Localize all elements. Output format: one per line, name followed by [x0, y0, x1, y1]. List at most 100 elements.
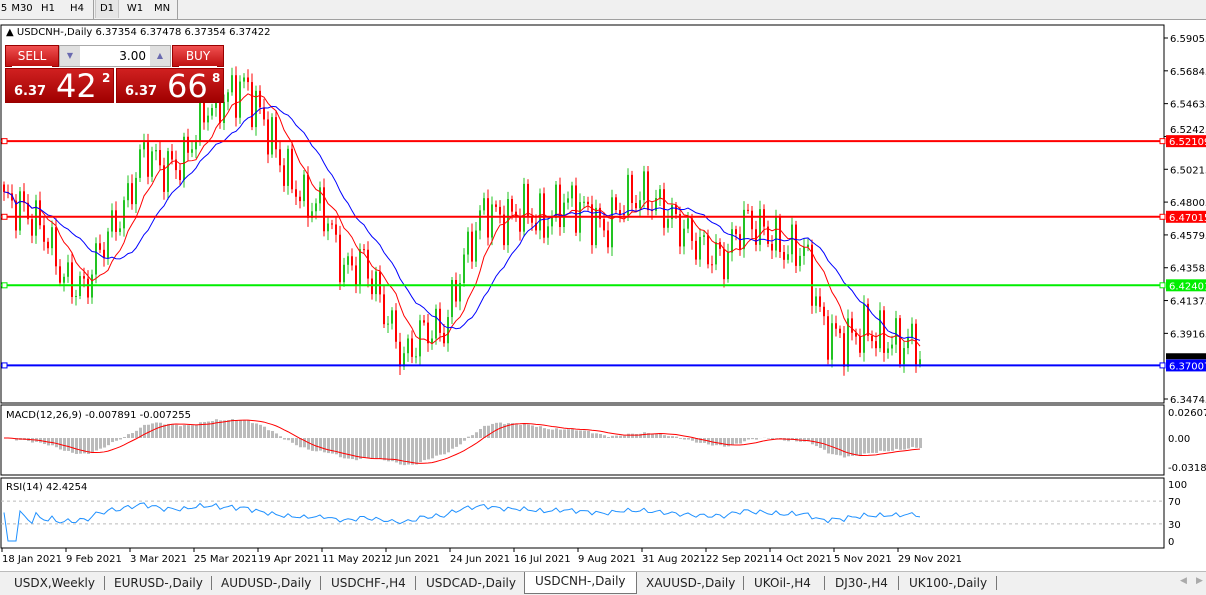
macd-bar: [627, 434, 630, 438]
macd-bar: [231, 419, 234, 438]
candle-body: [615, 197, 617, 210]
tf-h4[interactable]: H4: [65, 0, 89, 18]
line-handle: [2, 283, 7, 288]
x-tick-label: 9 Aug 2021: [578, 554, 636, 565]
candle-body: [455, 280, 457, 301]
macd-bar: [635, 434, 638, 438]
buy-button[interactable]: BUY: [172, 45, 224, 67]
rsi-tick-label: 30: [1168, 520, 1181, 531]
macd-bar: [435, 438, 438, 456]
macd-bar: [159, 423, 162, 438]
macd-bar: [539, 426, 542, 438]
tab-usdx-weekly[interactable]: USDX,Weekly: [14, 574, 95, 592]
macd-bar: [459, 438, 462, 444]
candle-body: [675, 205, 677, 214]
candle-body: [687, 218, 689, 228]
lot-value: 3.00: [119, 49, 146, 63]
candle-body: [627, 175, 629, 215]
line-handle: [1160, 283, 1165, 288]
candle-body: [383, 294, 385, 324]
tf-m5[interactable]: 5: [0, 0, 8, 18]
tf-d1[interactable]: D1: [95, 0, 119, 18]
macd-bar: [667, 436, 670, 438]
candle-body: [471, 232, 473, 262]
macd-bar: [623, 436, 626, 438]
candle-body: [491, 204, 493, 237]
macd-bar: [167, 424, 170, 438]
macd-bar: [879, 438, 882, 451]
macd-bar: [219, 420, 222, 438]
candle-body: [247, 77, 249, 82]
scroll-right-icon[interactable]: ▶: [1196, 576, 1203, 586]
macd-bar: [887, 438, 890, 451]
macd-bar: [263, 427, 266, 438]
x-tick-label: 18 Jan 2021: [2, 554, 62, 565]
sell-price-big: 6.37: [14, 84, 46, 99]
tab-uk100-daily[interactable]: UK100-,Daily: [909, 574, 987, 592]
macd-bar: [907, 438, 910, 449]
candle-body: [343, 265, 345, 282]
macd-bar: [79, 438, 82, 454]
tf-w1[interactable]: W1: [124, 0, 146, 18]
lot-size-input[interactable]: ▼ 3.00 ▲: [59, 45, 171, 67]
macd-bar: [471, 435, 474, 438]
candle-body: [835, 323, 837, 329]
tf-m30[interactable]: M30: [10, 0, 34, 18]
macd-bar: [431, 438, 434, 458]
candle-body: [607, 230, 609, 247]
macd-bar: [287, 438, 290, 440]
candle-body: [267, 119, 269, 154]
candle-body: [771, 244, 773, 251]
tab-ukoil-h4[interactable]: UKOil-,H4: [754, 574, 811, 592]
macd-bar: [631, 434, 634, 438]
sell-label: SELL: [12, 46, 52, 67]
candle-body: [891, 345, 893, 349]
sell-price-fraction: 2: [102, 71, 110, 85]
sell-price[interactable]: 6.37 42 2: [5, 68, 114, 103]
lot-increase-button[interactable]: ▲: [150, 46, 170, 66]
candle-body: [659, 189, 661, 198]
macd-bar: [291, 438, 294, 443]
lot-decrease-button[interactable]: ▼: [60, 46, 80, 66]
macd-bar: [747, 438, 750, 440]
tab-audusd-daily[interactable]: AUDUSD-,Daily: [221, 574, 311, 592]
macd-bar: [487, 426, 490, 438]
candle-body: [603, 219, 605, 230]
macd-bar: [655, 434, 658, 438]
tab-dj30-h4[interactable]: DJ30-,H4: [835, 574, 888, 592]
candle-body: [699, 237, 701, 260]
tab-xauusd-daily[interactable]: XAUUSD-,Daily: [646, 574, 735, 592]
macd-bar: [679, 438, 682, 439]
candle-body: [635, 203, 637, 208]
tf-h1[interactable]: H1: [38, 0, 58, 18]
tab-usdcad-daily[interactable]: USDCAD-,Daily: [426, 574, 516, 592]
candle-body: [567, 198, 569, 202]
sell-button[interactable]: SELL: [5, 45, 59, 67]
macd-bar: [575, 430, 578, 438]
candle-body: [147, 142, 149, 177]
macd-bar: [859, 438, 862, 456]
macd-bar: [239, 420, 242, 438]
candle-body: [3, 185, 5, 192]
candle-body: [327, 224, 329, 232]
tab-eurusd-daily[interactable]: EURUSD-,Daily: [114, 574, 203, 592]
tf-mn[interactable]: MN: [150, 0, 174, 18]
tab-usdcnh-daily[interactable]: USDCNH-,Daily: [524, 572, 637, 594]
macd-bar: [663, 435, 666, 438]
candle-body: [167, 151, 169, 192]
candle-body: [647, 171, 649, 210]
buy-price[interactable]: 6.37 66 8: [116, 68, 224, 103]
hline-price-label: 6.52109: [1169, 137, 1206, 148]
candle-body: [631, 175, 633, 203]
candle-body: [391, 310, 393, 323]
candle-body: [55, 227, 57, 266]
tab-usdchf-h4[interactable]: USDCHF-,H4: [331, 574, 406, 592]
candle-body: [519, 217, 521, 231]
candle-body: [131, 183, 133, 204]
candle-body: [303, 175, 305, 201]
scroll-left-icon[interactable]: ◀: [1180, 576, 1187, 586]
candle-body: [595, 208, 597, 245]
candle-body: [387, 324, 389, 325]
macd-bar: [411, 438, 414, 465]
candle-body: [583, 202, 585, 203]
